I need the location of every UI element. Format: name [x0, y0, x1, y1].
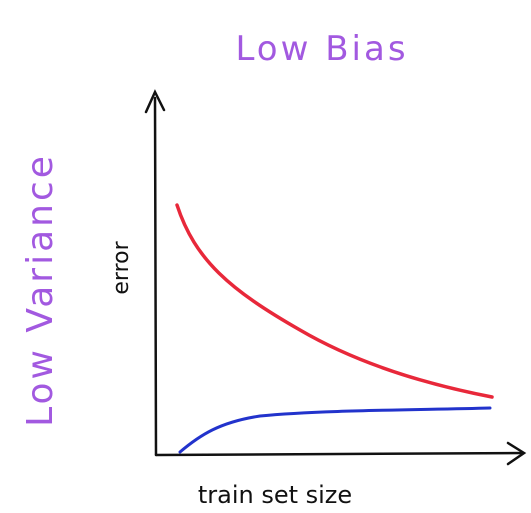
y-axis: [155, 98, 156, 455]
sketch: Low Bias Low Variance error train set si…: [0, 0, 531, 513]
x-axis-label: train set size: [198, 481, 352, 509]
title: Low Bias: [235, 29, 408, 69]
page: Low Bias Low Variance error train set si…: [0, 0, 531, 513]
background: [0, 0, 531, 513]
side-label: Low Variance: [20, 153, 61, 427]
y-axis-label: error: [109, 240, 134, 294]
